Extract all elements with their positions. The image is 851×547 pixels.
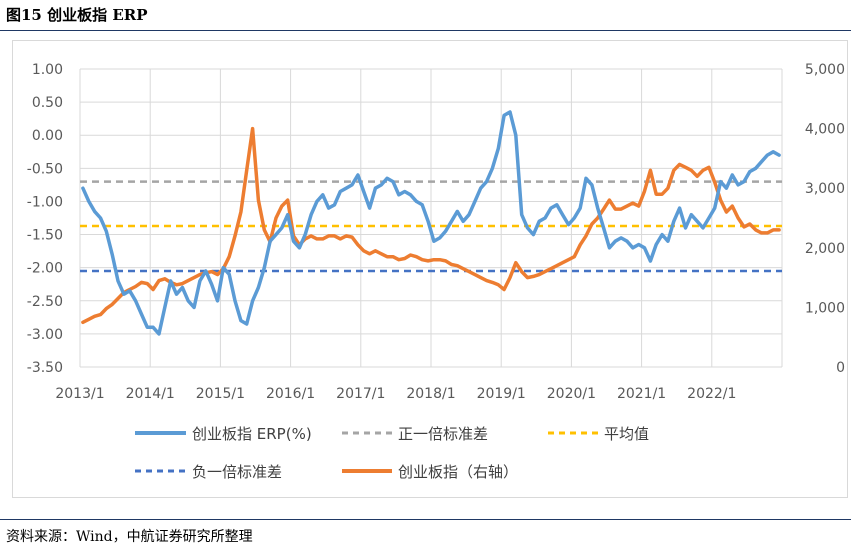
x-axis-ticks: 2013/1 2014/1 2015/1 2016/1 2017/1 2018/1 2019… [55, 386, 736, 402]
y-left-tick-label: 0.50 [32, 95, 63, 111]
legend: 创业板指 ERP(%) 正一倍标准差 平均值 负一倍标准差 创业板指（右轴） [135, 425, 649, 481]
legend-label-minus-std: 负一倍标准差 [192, 463, 282, 481]
source-rule [0, 519, 851, 520]
y-left-tick-label: -1.00 [27, 194, 63, 210]
legend-item-index: 创业板指（右轴） [342, 463, 518, 481]
x-tick-label: 2015/1 [196, 386, 245, 402]
left-axis-ticks: 1.00 0.50 0.00 -0.50 -1.00 -1.50 -2.00 -2.50 -3.… [27, 62, 63, 376]
source-note: 资料来源：Wind，中航证券研究所整理 [6, 529, 253, 545]
gridlines [79, 68, 783, 368]
x-tick-label: 2014/1 [126, 386, 175, 402]
y-left-tick-label: -0.50 [27, 161, 63, 177]
x-tick-label: 2020/1 [547, 386, 596, 402]
y-left-tick-label: -2.00 [27, 261, 63, 277]
x-tick-label: 2016/1 [266, 386, 315, 402]
chart-frame [12, 40, 848, 498]
y-left-tick-label: -3.50 [27, 360, 63, 376]
legend-label-index: 创业板指（右轴） [398, 463, 518, 481]
y-right-tick-label: 3,000 [805, 181, 845, 197]
x-tick-label: 2018/1 [406, 386, 455, 402]
legend-item-plus-std: 正一倍标准差 [342, 425, 488, 443]
figure-title: 图15 创业板指 ERP [6, 6, 148, 24]
series-lines [81, 110, 781, 336]
legend-label-erp: 创业板指 ERP(%) [192, 425, 312, 443]
x-tick-label: 2017/1 [336, 386, 385, 402]
y-right-tick-label: 5,000 [805, 62, 845, 78]
y-right-tick-label: 2,000 [805, 241, 845, 257]
y-left-tick-label: -3.00 [27, 327, 63, 343]
right-axis-ticks: 5,000 4,000 3,000 2,000 1,000 0 [805, 62, 845, 376]
x-tick-label: 2021/1 [617, 386, 666, 402]
y-right-tick-label: 4,000 [805, 122, 845, 138]
y-right-tick-label: 1,000 [805, 300, 845, 316]
legend-item-erp: 创业板指 ERP(%) [135, 425, 312, 443]
legend-label-plus-std: 正一倍标准差 [398, 425, 488, 443]
y-left-tick-label: 1.00 [32, 62, 63, 78]
x-tick-label: 2019/1 [477, 386, 526, 402]
y-left-tick-label: 0.00 [32, 128, 63, 144]
series-line-index [81, 126, 781, 325]
x-tick-label: 2022/1 [687, 386, 736, 402]
legend-item-mean: 平均值 [548, 425, 649, 443]
legend-label-mean: 平均值 [604, 425, 649, 443]
series-line-erp [81, 110, 781, 336]
y-left-tick-label: -1.50 [27, 228, 63, 244]
title-rule [0, 30, 851, 31]
y-right-tick-label: 0 [836, 360, 845, 376]
legend-item-minus-std: 负一倍标准差 [135, 463, 282, 481]
y-left-tick-label: -2.50 [27, 294, 63, 310]
x-tick-label: 2013/1 [55, 386, 104, 402]
